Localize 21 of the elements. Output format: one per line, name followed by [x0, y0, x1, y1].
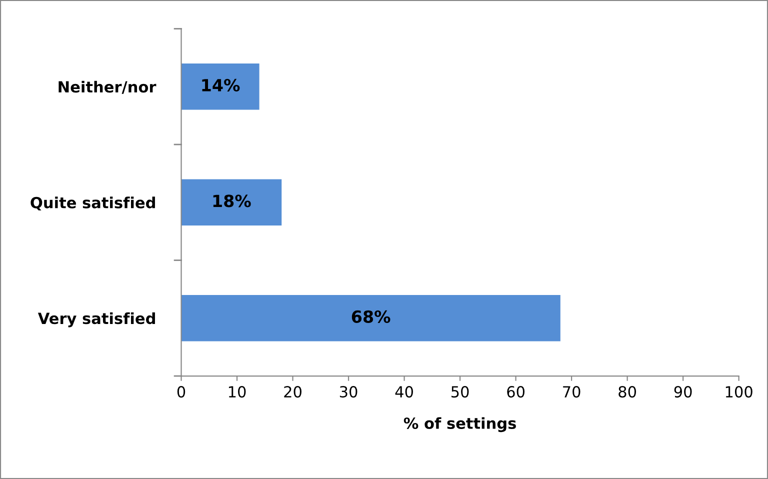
- x-axis-title: % of settings: [404, 417, 516, 432]
- y-tick-label: Neither/nor: [58, 80, 156, 94]
- x-tick-label: 30: [340, 386, 358, 398]
- data-label: 14%: [202, 78, 240, 92]
- x-tick-label: 90: [674, 386, 692, 398]
- x-tick-label: 50: [451, 386, 469, 398]
- x-tick-label: 10: [228, 386, 246, 398]
- y-tick-label: Very satisfied: [38, 312, 155, 328]
- x-tick-label: 0: [177, 386, 186, 398]
- bar: [181, 294, 560, 342]
- x-tick-label: 100: [726, 386, 752, 398]
- x-tick-label: 40: [395, 386, 413, 398]
- data-label: 68%: [352, 310, 390, 323]
- x-tick-label: 20: [284, 386, 302, 398]
- data-label: 18%: [213, 194, 251, 208]
- bar: [181, 63, 260, 110]
- x-tick-label: 70: [563, 386, 580, 398]
- y-tick-label: Quite satisfied: [30, 196, 155, 210]
- x-tick-label: 80: [618, 386, 636, 398]
- x-tick-label: 60: [507, 386, 524, 398]
- bar: [181, 179, 282, 226]
